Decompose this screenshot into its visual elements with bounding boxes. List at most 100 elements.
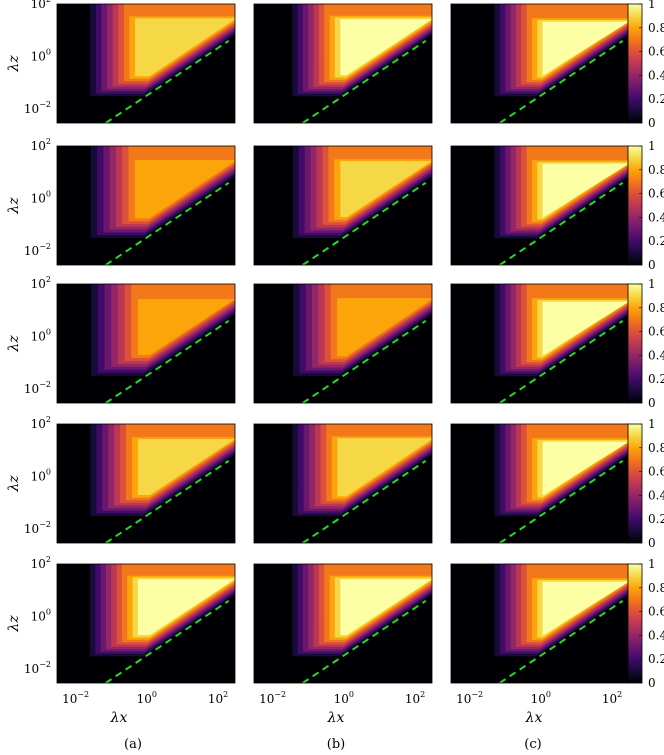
contour-band-1.0 [542, 301, 629, 355]
reference-line [302, 599, 427, 683]
y-tick-label: 102 [31, 137, 51, 153]
colorbar-tick-label: 0.6 [648, 45, 664, 59]
colorbar-row-1: 0 0.2 0.4 0.6 0.8 1 [627, 0, 664, 130]
colorbar-tick-label: 0.8 [648, 581, 664, 595]
x-tick-label: 100 [334, 690, 354, 706]
colorbar-tick-label: 0 [648, 396, 656, 410]
panel-r5-c3: 10−2 100 102 [450, 563, 630, 706]
colorbar-tick-label: 0.6 [648, 605, 664, 619]
panel-r1-c3 [450, 3, 630, 124]
panel-label-a: (a) [124, 737, 142, 752]
contour-band-0.9 [135, 18, 235, 77]
panel-r3-c3 [450, 283, 630, 404]
panel-frame [253, 423, 433, 544]
colorbar [627, 563, 643, 684]
colorbar-tick-label: 0.8 [648, 301, 664, 315]
colorbar-tick-label: 0.2 [648, 372, 664, 386]
y-tick-label: 10−2 [24, 520, 51, 536]
colorbar-tick-label: 0 [648, 258, 656, 272]
colorbar-tick-label: 0.2 [648, 512, 664, 526]
x-tick-label: 100 [531, 690, 551, 706]
y-tick-label: 102 [31, 415, 51, 431]
colorbar-tick-label: 0.2 [648, 234, 664, 248]
colorbar-tick-label: 0.2 [648, 652, 664, 666]
y-axis-label: λz [6, 335, 22, 353]
contour-band-0.9 [340, 161, 432, 217]
colorbar-tick-label: 0 [648, 536, 656, 550]
panel-r2-c2 [253, 145, 433, 266]
panel-r1-c2 [253, 3, 433, 124]
y-tick-label: 100 [31, 468, 51, 484]
y-axis-label: λz [6, 475, 22, 493]
panel-frame [56, 423, 236, 544]
colorbar-tick-label: 0 [648, 676, 656, 690]
colorbar-tick-label: 0.6 [648, 325, 664, 339]
colorbar-row-4: 0 0.2 0.4 0.6 0.8 1 [627, 417, 664, 550]
contour-band-0.8 [337, 298, 432, 357]
y-tick-label: 102 [31, 275, 51, 291]
reference-line [105, 181, 230, 265]
reference-line [499, 599, 624, 683]
colorbar-tick-label: 0.4 [648, 488, 664, 502]
colorbar-tick-label: 1 [648, 557, 656, 571]
y-tick-label: 100 [31, 328, 51, 344]
colorbar-row-3: 0 0.2 0.4 0.6 0.8 1 [627, 277, 664, 410]
colorbar-tick-label: 0.4 [648, 68, 664, 82]
reference-line [499, 39, 624, 123]
panel-frame [56, 283, 236, 404]
colorbar-tick-label: 0.4 [648, 210, 664, 224]
panel-frame [253, 563, 433, 684]
panel-r4-c1: 102 100 10−2 λz [6, 415, 236, 544]
contour-band-1.0 [137, 579, 235, 635]
panel-r5-c2: 10−2 100 102 [253, 563, 433, 706]
colorbar [627, 145, 643, 266]
contour-band-0.8 [137, 299, 235, 355]
colorbar-tick-label: 0.2 [648, 92, 664, 106]
colorbar-tick-label: 0.6 [648, 465, 664, 479]
panel-r5-c1: 102 100 10−2 λz 10−2 100 102 [6, 555, 236, 706]
panel-r1-c1: 102 100 10−2 λz [6, 0, 236, 124]
y-tick-label: 102 [31, 0, 51, 11]
contour-band-0.8 [134, 160, 235, 219]
panel-frame [56, 3, 236, 124]
colorbar-tick-label: 0.8 [648, 163, 664, 177]
colorbar-tick-label: 0 [648, 116, 656, 130]
panel-r4-c2 [253, 423, 433, 544]
reference-line [302, 181, 427, 265]
x-tick-label: 100 [137, 690, 157, 706]
reference-line [105, 459, 230, 543]
colorbar-tick-label: 0.8 [648, 441, 664, 455]
x-tick-label: 10−2 [259, 690, 286, 706]
contour-band-1.0 [542, 441, 629, 495]
colorbar-tick-label: 1 [648, 417, 656, 431]
colorbar-tick-label: 0.4 [648, 348, 664, 362]
panel-r2-c1: 102 100 10−2 λz [6, 137, 236, 266]
panel-frame [253, 145, 433, 266]
y-axis-label: λz [6, 615, 22, 633]
panel-label-c: (c) [524, 737, 541, 752]
panel-r4-c3 [450, 423, 630, 544]
contour-band-1.0 [542, 21, 629, 75]
panel-frame [56, 563, 236, 684]
reference-line [499, 181, 624, 265]
reference-line [499, 459, 624, 543]
x-axis-label-b: λx [327, 710, 345, 726]
y-tick-label: 100 [31, 48, 51, 64]
colorbar-tick-label: 0.6 [648, 187, 664, 201]
y-tick-label: 102 [31, 555, 51, 571]
reference-line [499, 319, 624, 403]
x-axis-label-a: λx [110, 710, 128, 726]
contour-band-1.0 [340, 579, 432, 635]
reference-line [105, 319, 230, 403]
reference-line [302, 39, 427, 123]
colorbar-tick-label: 1 [648, 0, 656, 11]
colorbar-group: 0 0.2 0.4 0.6 0.8 1 0 0.2 0.4 0.6 0.8 1 0 0.2 0.4 0.6 0.… [627, 0, 664, 690]
contour-band-1.0 [542, 581, 629, 635]
x-tick-label: 102 [405, 690, 425, 706]
contour-band-0.9 [337, 438, 432, 497]
y-tick-label: 100 [31, 190, 51, 206]
y-tick-label: 10−2 [24, 380, 51, 396]
x-tick-label: 10−2 [62, 690, 89, 706]
x-tick-label: 102 [602, 690, 622, 706]
panel-r2-c3 [450, 145, 630, 266]
